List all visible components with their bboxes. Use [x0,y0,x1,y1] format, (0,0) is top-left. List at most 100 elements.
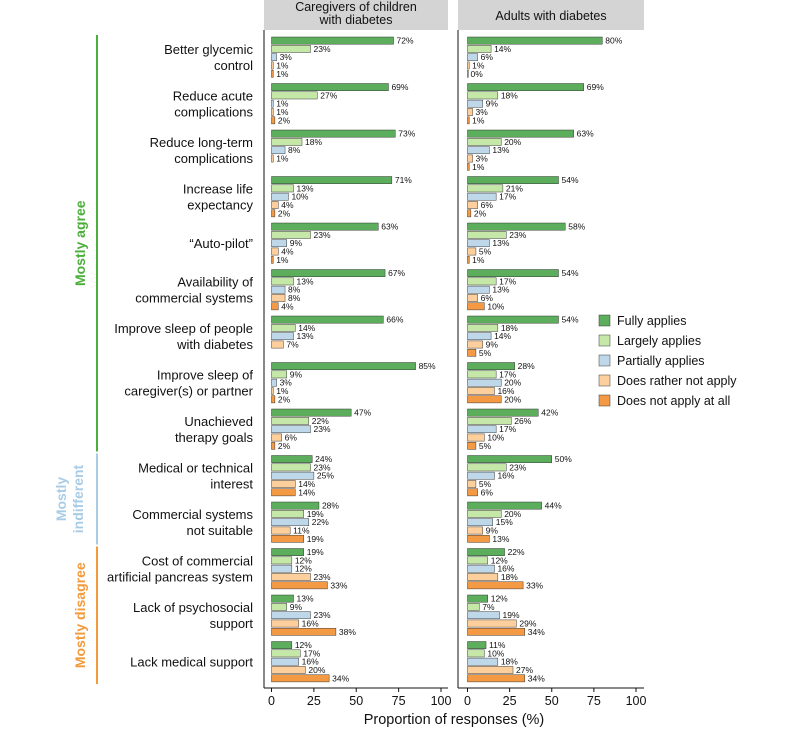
bar [271,146,286,155]
data-label: 17% [303,648,320,658]
category-label: interest [210,477,253,492]
data-label: 13% [297,183,314,193]
bar [271,471,315,480]
bar [271,36,394,45]
data-label: 4% [281,200,294,210]
data-label: 14% [494,331,511,341]
bar [467,247,477,256]
data-label: 69% [391,82,408,92]
data-label: 2% [474,208,487,218]
data-label: 42% [541,408,558,418]
bar [467,91,499,100]
data-label: 1% [276,61,289,71]
bar [271,285,286,294]
data-label: 1% [472,115,485,125]
data-label: 6% [285,433,298,443]
data-label: 44% [545,501,562,511]
data-label: 63% [577,129,594,139]
bar [467,116,470,125]
data-label: 23% [509,462,526,472]
bar [467,99,483,108]
bar [271,556,293,565]
category-label: Cost of commercial [142,554,253,569]
bar [271,480,296,488]
legend-label: Largely applies [617,334,701,348]
bar [467,269,559,277]
legend-label: Does not apply at all [617,394,730,408]
bar [467,674,526,683]
bar [467,564,495,573]
data-label: 19% [503,610,520,620]
bar [271,674,330,683]
category-label: control [214,58,253,73]
panel-title: with diabetes [319,13,393,27]
data-label: 1% [276,255,289,265]
bar [467,657,499,666]
data-label: 23% [313,230,330,240]
data-label: 4% [281,301,294,311]
data-label: 7% [482,602,495,612]
data-label: 4% [281,247,294,257]
bar [271,455,313,463]
bar [467,463,507,472]
bar [467,480,477,488]
bar [467,627,526,636]
data-label: 34% [528,673,545,683]
data-label: 47% [354,408,371,418]
data-label: 18% [501,657,518,667]
legend-swatch [598,314,611,327]
bar [467,83,584,91]
data-label: 3% [476,154,489,164]
bar [467,362,515,370]
data-label: 6% [481,487,494,497]
bar [271,315,384,324]
data-label: 34% [528,627,545,637]
data-label: 1% [276,107,289,117]
bar [271,594,294,603]
category-label: artificial pancreas system [107,570,253,585]
bar [271,176,393,184]
data-label: 26% [514,416,531,426]
bar [271,201,279,209]
data-label: 10% [487,301,504,311]
bar [271,548,304,556]
data-label: 9% [290,602,303,612]
bar [271,641,293,649]
bar [467,455,552,463]
data-label: 85% [419,361,436,371]
bar [467,370,497,379]
category-label: support [210,616,254,631]
panel-title: Caregivers of children [295,0,417,14]
category-label: Reduce acute [173,89,253,104]
bar [467,581,524,590]
category-label: Lack of psychosocial [133,600,253,615]
data-label: 15% [496,517,513,527]
data-label: 22% [312,517,329,527]
data-label: 20% [308,665,325,675]
data-label: 8% [288,285,301,295]
category-label: Improve sleep of people [114,321,253,336]
data-label: 10% [487,648,504,658]
data-label: 9% [486,526,499,536]
legend-label: Fully applies [617,314,686,328]
bar [467,425,497,434]
bar [271,501,320,510]
x-tick-label: 100 [431,694,452,708]
bar [271,302,279,311]
group-label: indifferent [70,464,86,533]
bar [467,603,480,611]
category-label: “Auto-pilot” [189,236,253,251]
bar [271,370,287,379]
data-label: 16% [497,471,514,481]
x-tick-label: 100 [626,694,647,708]
data-label: 14% [298,487,315,497]
data-label: 19% [307,509,324,519]
bar [271,184,294,193]
bar [271,619,299,628]
data-label: 5% [479,247,492,257]
bar [467,45,492,53]
panel-title: Adults with diabetes [495,9,606,23]
bar [467,69,469,78]
data-label: 9% [486,99,499,109]
category-label: Unachieved [184,414,253,429]
